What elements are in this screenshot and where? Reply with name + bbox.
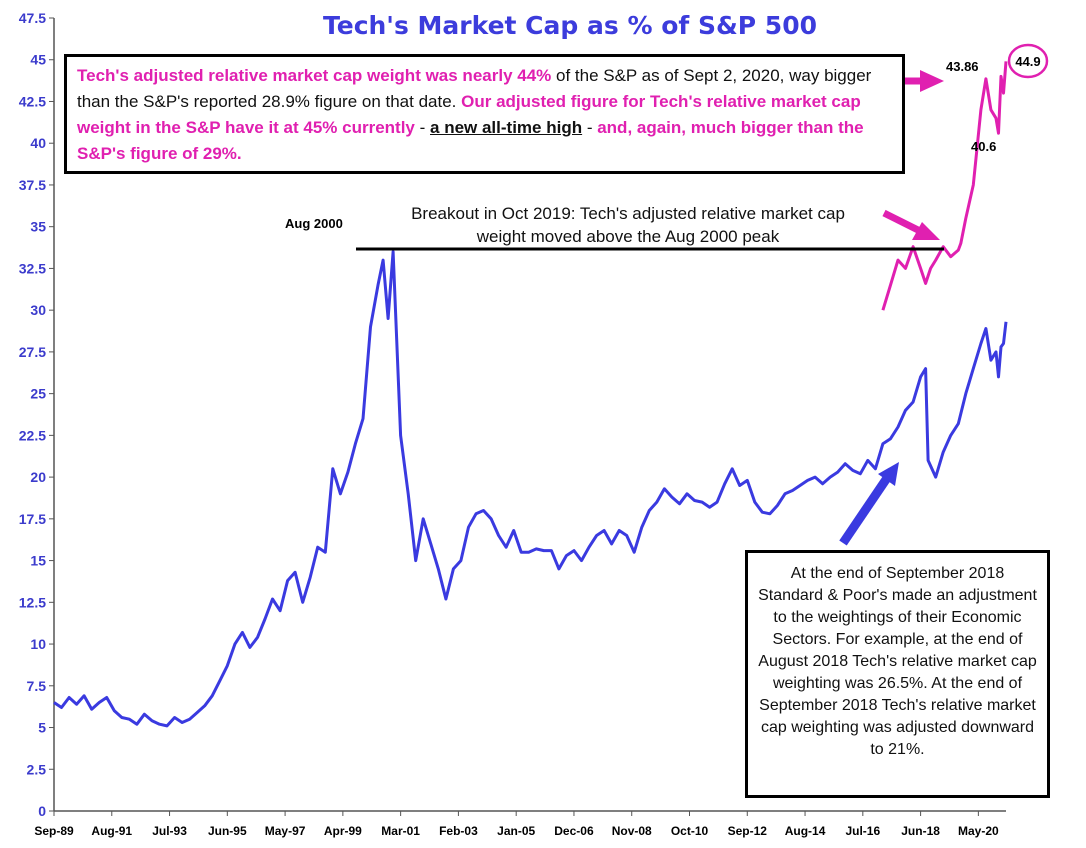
adjustment-arrow-head-icon [878,462,899,486]
y-tick-label: 0 [38,803,46,819]
current-value-label: 44.9 [1015,54,1040,69]
x-tick-label: Dec-06 [554,824,594,838]
callout-part-1: Tech's adjusted relative market cap weig… [77,66,552,85]
y-axis: 0 2.5 5 7.5 10 12.5 15 17.5 20 22.5 25 27.5 30 32.5 35… [19,10,55,819]
y-tick-label: 22.5 [19,427,46,443]
x-tick-label: Jul-16 [845,824,880,838]
high-value-label: 43.86 [946,59,979,74]
x-tick-label: Aug-14 [785,824,826,838]
y-tick-label: 2.5 [27,761,47,777]
series-layer [53,61,1008,728]
y-tick-label: 27.5 [19,344,46,360]
y-tick-label: 32.5 [19,260,46,276]
y-tick-label: 35 [30,219,46,235]
x-tick-label: Sep-12 [728,824,768,838]
x-tick-label: Feb-03 [439,824,478,838]
breakout-arrow-head-icon [912,222,940,240]
y-tick-label: 25 [30,386,46,402]
x-tick-label: Apr-99 [324,824,362,838]
y-tick-label: 42.5 [19,93,46,109]
x-axis: Sep-89 Aug-91 Jul-93 Jun-95 May-97 Apr-99 Mar-… [34,810,1006,838]
y-tick-label: 30 [30,302,46,318]
x-tick-label: Aug-91 [91,824,132,838]
x-tick-label: Jul-93 [152,824,187,838]
y-tick-label: 17.5 [19,511,46,527]
y-tick-label: 47.5 [19,10,46,26]
x-tick-label: Oct-10 [671,824,709,838]
x-tick-label: Jun-95 [208,824,247,838]
callout-all-time-high: a new all-time high [430,118,583,137]
callout-part-4: - [414,118,431,137]
y-tick-label: 15 [30,553,46,569]
y-tick-label: 5 [38,720,46,736]
y-tick-label: 10 [30,636,46,652]
headline-callout: Tech's adjusted relative market cap weig… [64,54,905,174]
chart-title: Tech's Market Cap as % of S&P 500 [323,11,817,40]
adjustment-arrow-shaft [839,475,891,546]
x-tick-label: May-97 [265,824,306,838]
callout-part-3: Our adjusted figure for Tech's relative … [77,92,861,137]
callout-part-6: - [582,118,598,137]
breakout-annotation: Breakout in Oct 2019: Tech's adjusted re… [411,204,845,246]
peak-label: Aug 2000 [285,216,343,231]
callout-part-2: of the S&P as of Sept 2, 2020, way bigge… [77,66,872,111]
y-tick-label: 45 [30,52,46,68]
adjusted-weight-line [881,61,1008,311]
y-tick-label: 37.5 [19,177,46,193]
y-tick-label: 12.5 [19,594,46,610]
reported-weight-line [53,250,1008,728]
current-value-circle [1007,43,1049,79]
x-tick-label: Jan-05 [497,824,535,838]
x-tick-label: Sep-89 [34,824,74,838]
adjustment-note: At the end of September 2018 Standard & … [745,550,1050,798]
low-value-label: 40.6 [971,139,996,154]
x-tick-label: Jun-18 [901,824,940,838]
high-arrow-head-icon [920,70,944,92]
y-tick-label: 7.5 [27,678,47,694]
callout-part-7: and, again, much bigger than the S&P's f… [77,118,864,163]
y-tick-label: 20 [30,469,46,485]
breakout-arrow-shaft [882,209,924,236]
x-tick-label: Mar-01 [381,824,420,838]
y-tick-label: 40 [30,135,46,151]
x-tick-label: May-20 [958,824,999,838]
x-tick-label: Nov-08 [612,824,652,838]
